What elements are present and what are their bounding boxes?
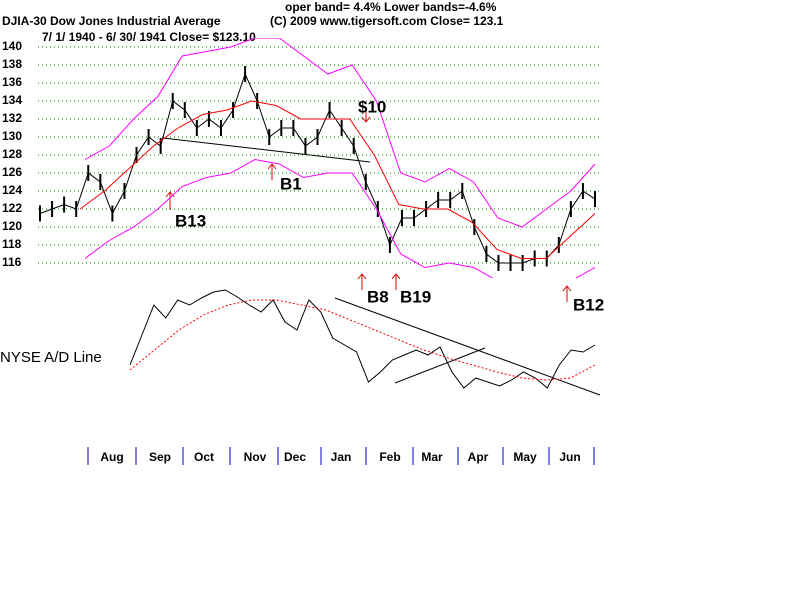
- y-tick-label: 132: [2, 111, 22, 125]
- signal-label: B12: [573, 295, 604, 314]
- series-line: [84, 38, 596, 228]
- band-text: oper band= 4.4% Lower bands=-4.6%: [285, 0, 497, 14]
- y-tick-label: 116: [2, 255, 22, 269]
- x-tick-label: Sep: [149, 450, 171, 464]
- signal-label: B1: [280, 174, 302, 193]
- trendline: [162, 137, 371, 163]
- arrow: [357, 273, 367, 290]
- ad-label: NYSE A/D Line: [0, 349, 102, 366]
- series-line: [84, 158, 596, 278]
- x-tick-label: Dec: [284, 450, 306, 464]
- x-tick-label: Jan: [331, 450, 352, 464]
- x-tick-label: Apr: [468, 450, 489, 464]
- x-tick-label: Mar: [421, 450, 443, 464]
- trendline: [394, 347, 486, 384]
- y-tick-label: 126: [2, 165, 22, 179]
- y-tick-label: 130: [2, 129, 22, 143]
- y-tick-label: 128: [2, 147, 22, 161]
- y-tick-label: 134: [2, 93, 22, 107]
- x-tick-label: Oct: [194, 450, 214, 464]
- trendlines: [162, 137, 601, 396]
- arrow: [361, 110, 371, 123]
- arrow: [267, 163, 277, 180]
- plot: [39, 38, 596, 278]
- series-line: [79, 100, 596, 259]
- ad-line: [129, 289, 596, 389]
- y-tick-label: 136: [2, 75, 22, 89]
- y-tick-label: 118: [2, 237, 22, 251]
- ad-line: [129, 299, 596, 381]
- signal-label: B8: [367, 287, 389, 306]
- subtitle: 7/ 1/ 1940 - 6/ 30/ 1941 Close= $123.10: [42, 30, 256, 44]
- y-tick-label: 122: [2, 201, 22, 215]
- y-tick-label: 140: [2, 39, 22, 53]
- arrow: [391, 273, 401, 290]
- signal-label: B13: [175, 211, 206, 230]
- arrow: [562, 285, 572, 302]
- signal-label: B19: [400, 287, 431, 306]
- signal-label: $10: [358, 97, 386, 116]
- series-line: [39, 72, 596, 264]
- y-tick-label: 124: [2, 183, 22, 197]
- signal-arrows: [165, 110, 572, 302]
- x-tick-label: Nov: [244, 450, 267, 464]
- trendline: [334, 297, 601, 396]
- x-tick-label: Feb: [379, 450, 400, 464]
- x-tick-label: Jun: [559, 450, 580, 464]
- credit: (C) 2009 www.tigersoft.com Close= 123.1: [270, 14, 504, 28]
- chart-title: DJIA-30 Dow Jones Industrial Average: [2, 14, 221, 28]
- x-tick-label: May: [513, 450, 537, 464]
- y-tick-label: 120: [2, 219, 22, 233]
- x-tick-label: Aug: [100, 450, 123, 464]
- y-tick-label: 138: [2, 57, 22, 71]
